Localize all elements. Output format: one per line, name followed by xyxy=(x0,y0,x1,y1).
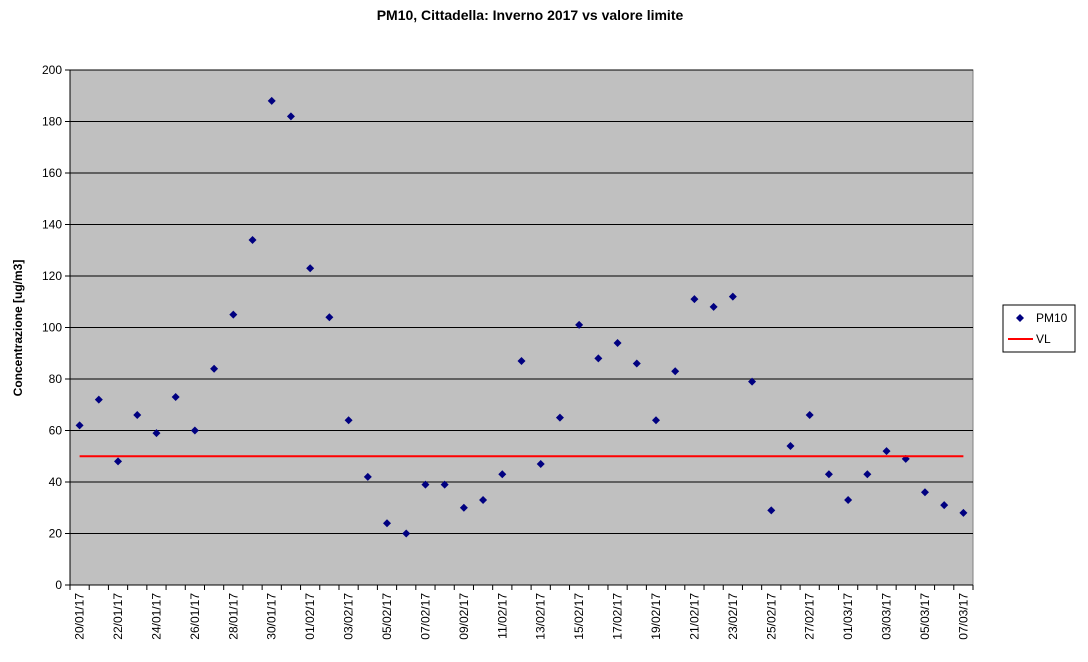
chart-title: PM10, Cittadella: Inverno 2017 vs valore… xyxy=(377,7,684,23)
data-point xyxy=(363,472,372,481)
x-tick-label: 01/02/17 xyxy=(303,593,317,640)
data-point xyxy=(344,416,353,425)
x-tick-label: 15/02/17 xyxy=(572,593,586,640)
y-tick-label: 160 xyxy=(42,166,62,180)
data-point xyxy=(248,235,257,244)
data-point xyxy=(114,457,123,466)
data-point xyxy=(767,506,776,515)
data-point xyxy=(286,112,295,121)
data-point xyxy=(325,313,334,322)
y-tick-label: 200 xyxy=(42,63,62,77)
data-point xyxy=(844,496,853,505)
data-point xyxy=(594,354,603,363)
data-point xyxy=(229,310,238,319)
data-point xyxy=(805,411,814,420)
data-point xyxy=(133,411,142,420)
data-point xyxy=(402,529,411,538)
data-point xyxy=(613,338,622,347)
data-point xyxy=(575,320,584,329)
x-tick-label: 26/01/17 xyxy=(188,593,202,640)
data-point xyxy=(959,508,968,517)
y-tick-label: 180 xyxy=(42,115,62,129)
x-tick-label: 20/01/17 xyxy=(73,593,87,640)
data-point xyxy=(690,295,699,304)
x-tick-label: 21/02/17 xyxy=(687,593,701,640)
data-point xyxy=(190,426,199,435)
y-tick-label: 40 xyxy=(49,475,63,489)
data-point xyxy=(383,519,392,528)
data-point xyxy=(306,264,315,273)
x-tick-label: 19/02/17 xyxy=(649,593,663,640)
x-tick-label: 22/01/17 xyxy=(111,593,125,640)
data-point xyxy=(651,416,660,425)
data-point xyxy=(786,441,795,450)
legend-label: PM10 xyxy=(1036,311,1068,325)
data-point xyxy=(517,356,526,365)
data-point xyxy=(671,367,680,376)
data-point xyxy=(479,496,488,505)
y-axis-label: Concentrazione [ug/m3] xyxy=(11,260,25,397)
data-point xyxy=(498,470,507,479)
y-tick-label: 80 xyxy=(49,372,63,386)
x-tick-label: 03/03/17 xyxy=(880,593,894,640)
x-tick-label: 30/01/17 xyxy=(265,593,279,640)
x-tick-label: 07/02/17 xyxy=(418,593,432,640)
y-tick-label: 0 xyxy=(55,578,62,592)
data-point xyxy=(728,292,737,301)
y-tick-label: 20 xyxy=(49,527,63,541)
data-point xyxy=(171,393,180,402)
x-tick-label: 27/02/17 xyxy=(803,593,817,640)
x-tick-label: 07/03/17 xyxy=(956,593,970,640)
x-tick-label: 25/02/17 xyxy=(764,593,778,640)
data-point xyxy=(748,377,757,386)
legend-box xyxy=(1002,304,1076,353)
x-tick-label: 03/02/17 xyxy=(342,593,356,640)
data-point xyxy=(152,429,161,438)
data-point xyxy=(824,470,833,479)
data-point xyxy=(555,413,564,422)
data-point xyxy=(75,421,84,430)
legend-label: VL xyxy=(1036,332,1051,346)
data-point xyxy=(536,459,545,468)
data-point xyxy=(421,480,430,489)
y-tick-label: 100 xyxy=(42,321,62,335)
data-point xyxy=(920,488,929,497)
x-tick-label: 09/02/17 xyxy=(457,593,471,640)
data-point xyxy=(267,96,276,105)
x-tick-label: 13/02/17 xyxy=(534,593,548,640)
data-point xyxy=(94,395,103,404)
y-tick-label: 140 xyxy=(42,218,62,232)
x-tick-label: 05/03/17 xyxy=(918,593,932,640)
x-tick-label: 28/01/17 xyxy=(226,593,240,640)
data-point xyxy=(709,302,718,311)
x-tick-label: 05/02/17 xyxy=(380,593,394,640)
data-point xyxy=(440,480,449,489)
data-point xyxy=(632,359,641,368)
x-tick-label: 23/02/17 xyxy=(726,593,740,640)
y-tick-label: 60 xyxy=(49,424,63,438)
data-point xyxy=(940,501,949,510)
data-point xyxy=(882,447,891,456)
data-point xyxy=(863,470,872,479)
x-tick-label: 24/01/17 xyxy=(149,593,163,640)
data-point xyxy=(210,364,219,373)
x-tick-label: 17/02/17 xyxy=(611,593,625,640)
y-tick-label: 120 xyxy=(42,269,62,283)
x-tick-label: 01/03/17 xyxy=(841,593,855,640)
x-tick-label: 11/02/17 xyxy=(495,593,509,639)
legend-marker xyxy=(1016,314,1024,322)
data-point xyxy=(459,503,468,512)
